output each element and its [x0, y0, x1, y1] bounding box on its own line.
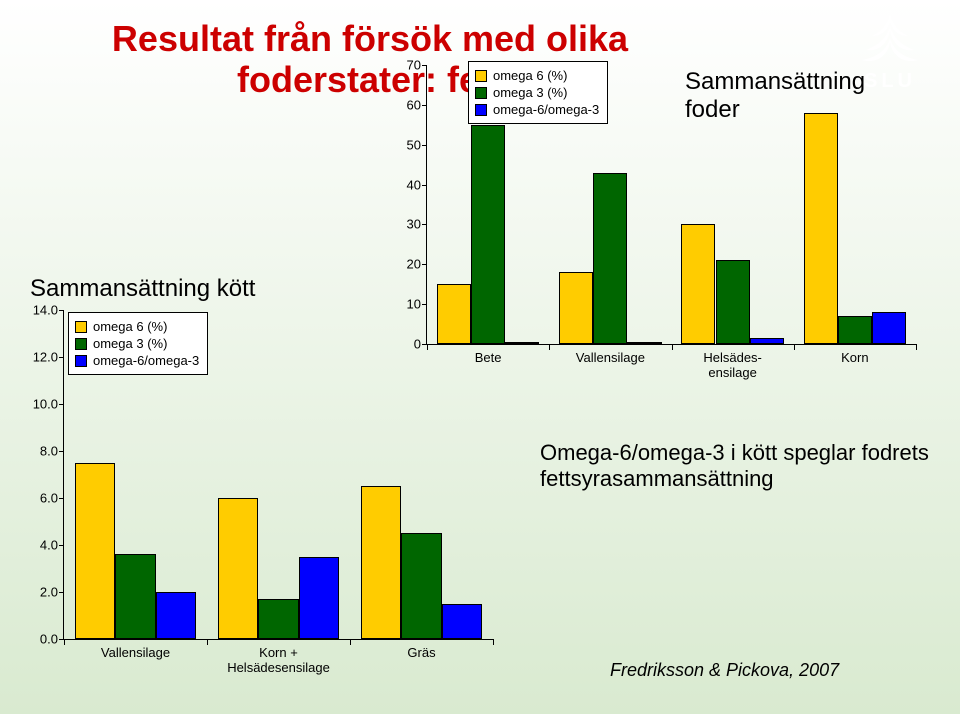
bar — [505, 342, 539, 344]
chart-kott-plot: 0.02.04.06.08.010.012.014.0VallensilageK… — [63, 310, 493, 640]
bar — [627, 342, 661, 344]
bar — [299, 557, 339, 639]
category-label: Vallensilage — [576, 344, 645, 365]
chart-foder-plot: 010203040506070BeteVallensilageHelsädes-… — [426, 65, 916, 345]
bar — [75, 463, 115, 639]
bar — [838, 316, 872, 344]
bar — [750, 338, 784, 344]
bar — [218, 498, 258, 639]
category-label: Gräs — [407, 639, 435, 660]
citation: Fredriksson & Pickova, 2007 — [610, 660, 839, 681]
bar — [559, 272, 593, 344]
chart-kott: omega 6 (%) omega 3 (%) omega-6/omega-3 … — [8, 310, 508, 690]
category-label: Korn + Helsädesensilage — [227, 639, 330, 675]
bar — [442, 604, 482, 639]
bar — [681, 224, 715, 344]
bar — [156, 592, 196, 639]
bar — [716, 260, 750, 344]
chart-kott-title: Sammansättning kött — [30, 275, 255, 303]
bar — [804, 113, 838, 344]
bar — [401, 533, 441, 639]
bar — [361, 486, 401, 639]
bar — [115, 554, 155, 639]
annotation-text: Omega-6/omega-3 i kött speglar fodrets f… — [540, 440, 940, 493]
category-label: Helsädes- ensilage — [703, 344, 762, 380]
category-label: Vallensilage — [101, 639, 170, 660]
bar — [872, 312, 906, 344]
category-label: Korn — [841, 344, 868, 365]
bar — [593, 173, 627, 344]
bar — [258, 599, 298, 639]
